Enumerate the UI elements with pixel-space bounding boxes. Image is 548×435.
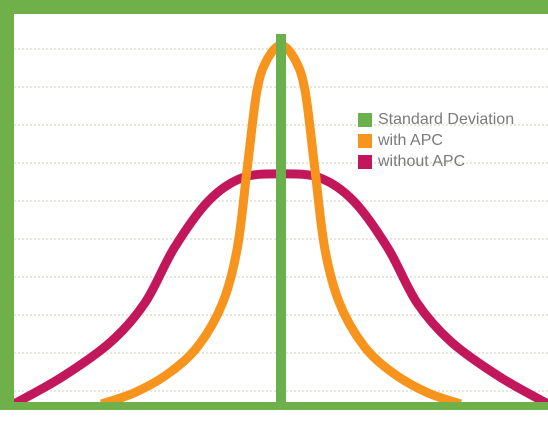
standard-deviation-line <box>276 34 286 404</box>
chart-frame-top <box>0 0 548 14</box>
chart-frame-bottom <box>0 402 548 410</box>
legend-label-standard-deviation: Standard Deviation <box>378 110 515 128</box>
legend-swatch-without-apc <box>358 154 372 169</box>
legend-item-with-apc: with APC <box>358 130 514 151</box>
legend-label-with-apc: with APC <box>378 131 443 149</box>
legend-swatch-with-apc <box>358 133 372 148</box>
legend-item-standard-deviation: Standard Deviation <box>358 109 514 130</box>
legend-swatch-standard-deviation <box>358 112 372 127</box>
chart-legend: Standard Deviation with APC without APC <box>358 109 514 172</box>
legend-item-without-apc: without APC <box>358 151 514 172</box>
legend-label-without-apc: without APC <box>378 152 466 170</box>
chart-frame-left <box>0 0 14 410</box>
